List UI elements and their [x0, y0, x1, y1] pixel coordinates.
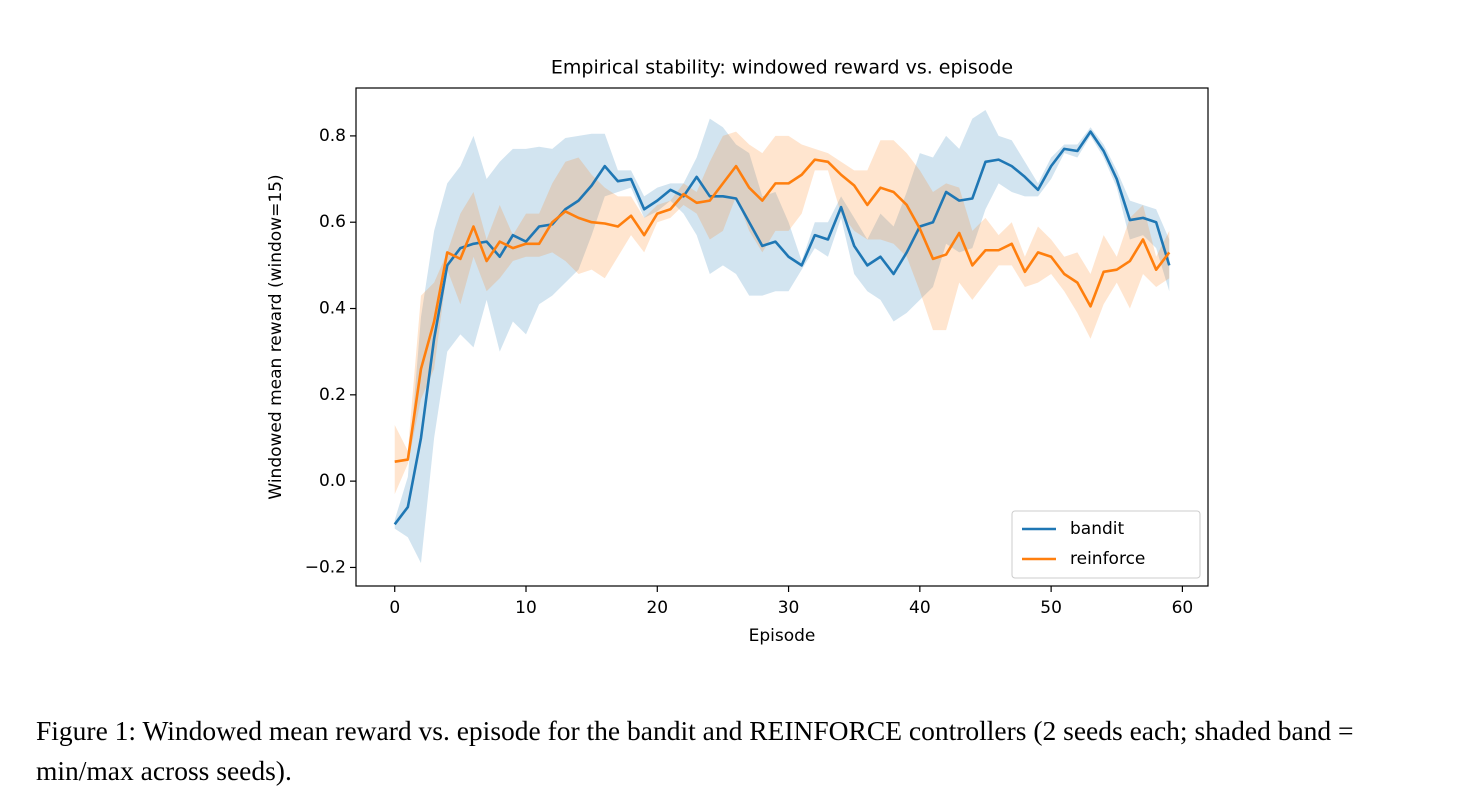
y-tick-label: 0.8: [319, 126, 346, 146]
legend-label: reinforce: [1070, 549, 1145, 569]
line: [393, 130, 1171, 526]
legend-label: bandit: [1070, 519, 1124, 539]
y-axis-label: Windowed mean reward (window=15): [266, 174, 286, 499]
x-tick-label: 40: [909, 598, 931, 618]
x-tick-label: 30: [778, 598, 800, 618]
x-tick-label: 10: [515, 598, 537, 618]
y-tick-label: 0.2: [319, 385, 346, 405]
y-tick-label: 0.4: [319, 299, 346, 319]
x-tick-label: 20: [646, 598, 668, 618]
chart: Empirical stability: windowed reward vs.…: [266, 57, 1209, 646]
chart-title: Empirical stability: windowed reward vs.…: [551, 57, 1013, 79]
x-tick-label: 0: [389, 598, 400, 618]
x-tick-label: 60: [1172, 598, 1194, 618]
y-tick-label: 0.0: [319, 471, 346, 491]
plot-frame: [355, 87, 1209, 587]
line: [394, 158, 1171, 463]
y-tick-label: 0.6: [319, 212, 346, 232]
legend-box: [1011, 510, 1201, 579]
x-axis-label: Episode: [749, 626, 816, 646]
y-tick-label: −0.2: [305, 557, 346, 577]
figure-caption: Figure 1: Windowed mean reward vs. episo…: [36, 715, 1354, 786]
x-tick-label: 50: [1040, 598, 1062, 618]
band: [394, 110, 1170, 564]
